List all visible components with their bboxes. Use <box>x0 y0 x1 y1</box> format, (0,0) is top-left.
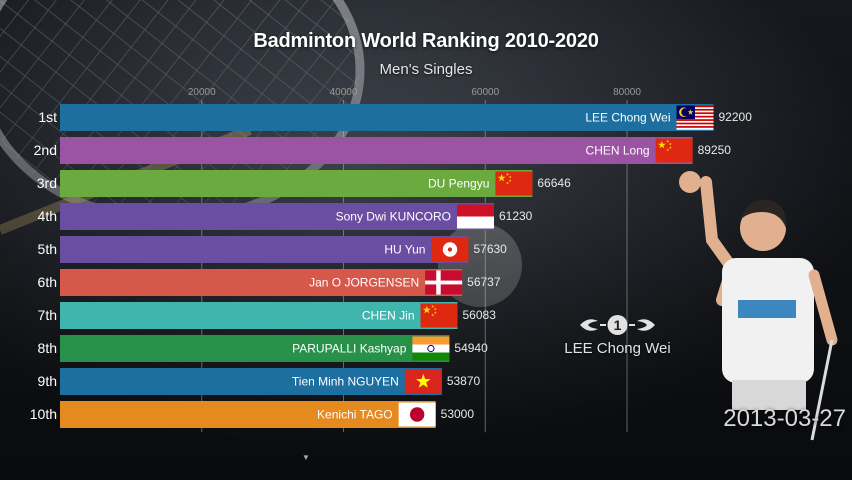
value-label: 61230 <box>499 209 533 223</box>
bar <box>60 137 693 164</box>
rank-label: 5th <box>38 241 57 257</box>
player-name: Tien Minh NGUYEN <box>292 375 399 389</box>
bar <box>60 236 469 263</box>
bar <box>60 170 533 197</box>
player-name: LEE Chong Wei <box>585 111 670 125</box>
bar-row: 10th Kenichi TAGO 53000 <box>30 401 475 428</box>
bar <box>60 401 436 428</box>
value-label: 92200 <box>719 110 753 124</box>
value-label: 53000 <box>441 407 475 421</box>
bar <box>60 269 463 296</box>
laurel-rank-badge-icon: 1 <box>580 315 655 335</box>
bar-row: 2nd CHEN Long 89250 <box>34 137 732 164</box>
player-name: PARUPALLI Kashyap <box>292 342 407 356</box>
rank-label: 6th <box>38 274 57 290</box>
flag-denmark-icon <box>425 270 463 295</box>
bar-row: 6th Jan O JORGENSEN 56737 <box>38 269 501 296</box>
player-name: Jan O JORGENSEN <box>309 276 419 290</box>
value-label: 89250 <box>698 143 732 157</box>
rank-label: 10th <box>30 406 57 422</box>
bar <box>60 104 714 131</box>
rank-label: 9th <box>38 373 57 389</box>
value-label: 66646 <box>537 176 571 190</box>
flag-china-icon <box>495 171 533 196</box>
bar <box>60 203 494 230</box>
rank-label: 2nd <box>34 142 57 158</box>
flag-indonesia-icon <box>456 204 494 229</box>
player-name: HU Yun <box>384 243 425 257</box>
player-name: CHEN Long <box>586 144 650 158</box>
player-name: Kenichi TAGO <box>317 408 393 422</box>
value-label: 57630 <box>473 242 507 256</box>
bar-row: 5th HU Yun 57630 <box>38 236 507 263</box>
flag-japan-icon <box>398 402 436 427</box>
player-photo <box>679 171 838 441</box>
flag-india-icon <box>412 336 450 361</box>
value-label: 53870 <box>447 374 481 388</box>
leader-name: LEE Chong Wei <box>564 340 671 357</box>
rank-label: 3rd <box>37 175 57 191</box>
value-label: 56737 <box>467 275 501 289</box>
bar <box>60 368 442 395</box>
bar-row: 1st LEE Chong Wei 92200 <box>38 104 752 131</box>
player-name: DU Pengyu <box>428 177 489 191</box>
chevron-down-icon: ▼ <box>302 453 310 462</box>
value-label: 54940 <box>454 341 488 355</box>
value-label: 56083 <box>463 308 497 322</box>
chart-title: Badminton World Ranking 2010-2020 <box>253 30 599 52</box>
leader-rank-number: 1 <box>614 317 622 333</box>
rank-label: 1st <box>38 109 57 125</box>
bar-row: 7th CHEN Jin 56083 <box>38 302 497 329</box>
bar-row: 3rd DU Pengyu 66646 <box>37 170 571 197</box>
rank-label: 4th <box>38 208 57 224</box>
bar-row: 4th Sony Dwi KUNCORO 61230 <box>38 203 533 230</box>
player-name: Sony Dwi KUNCORO <box>336 210 451 224</box>
flag-malaysia-icon <box>676 105 714 130</box>
rank-label: 7th <box>38 307 57 323</box>
flag-china-icon <box>655 138 693 163</box>
x-tick-label: 40000 <box>330 87 358 98</box>
bar <box>60 302 458 329</box>
current-date: 2013-03-27 <box>723 405 846 432</box>
x-tick-label: 20000 <box>188 87 216 98</box>
bar-row: 9th Tien Minh NGUYEN 53870 <box>38 368 481 395</box>
rank-label: 8th <box>38 340 57 356</box>
leader-panel: 1 LEE Chong Wei <box>540 312 695 357</box>
flag-china-icon <box>420 303 458 328</box>
player-name: CHEN Jin <box>362 309 415 323</box>
chart-subtitle: Men's Singles <box>379 61 473 78</box>
flag-hong-kong-icon <box>431 237 469 262</box>
x-tick-label: 80000 <box>613 87 641 98</box>
bar-row: 8th PARUPALLI Kashyap 54940 <box>38 335 488 362</box>
bar <box>60 335 450 362</box>
flag-vietnam-icon <box>404 369 442 394</box>
x-tick-label: 60000 <box>471 87 499 98</box>
